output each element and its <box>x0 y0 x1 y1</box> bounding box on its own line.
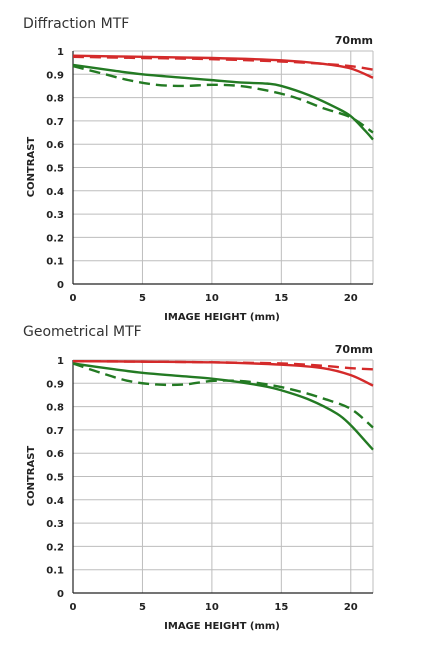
diffraction-red-meridional-line <box>72 55 374 71</box>
geometrical-y-tick-label: 0.2 <box>46 542 64 553</box>
diffraction-x-tick-label: 0 <box>70 293 77 304</box>
diffraction-y-tick-label: 0 <box>57 280 64 291</box>
diffraction-x-tick-label: 15 <box>274 293 288 304</box>
geometrical-panel-title: Geometrical MTF <box>23 324 142 340</box>
diffraction-x-axis-label: IMAGE HEIGHT (mm) <box>164 312 280 323</box>
geometrical-x-tick-label: 5 <box>139 602 146 613</box>
geometrical-green-meridional-line <box>72 362 374 429</box>
diffraction-y-tick-label: 0.9 <box>46 70 64 81</box>
diffraction-y-tick-label: 0.1 <box>46 257 64 268</box>
diffraction-plot-area: 00.10.20.30.40.50.60.70.80.910 5 10 15 20 <box>46 47 374 304</box>
diffraction-y-tick-label: 0.3 <box>46 210 64 221</box>
geometrical-x-tick-label: 0 <box>70 602 77 613</box>
diffraction-panel-title: Diffraction MTF <box>23 16 129 32</box>
diffraction-y-tick-label: 0.4 <box>46 187 64 198</box>
geometrical-green-sagittal-line <box>72 362 374 451</box>
diffraction-mtf-panel: Diffraction MTF 70mm 0 0.1 0.2 0.3 0.4 0.5 0.6… <box>23 16 374 323</box>
geometrical-y-tick-label: 0.7 <box>46 426 64 437</box>
geometrical-x-tick-label: 10 <box>205 602 219 613</box>
geometrical-y-tick-label: 0 <box>57 589 64 600</box>
diffraction-green-sagittal-line <box>72 63 374 141</box>
diffraction-x-tick-label: 10 <box>205 293 219 304</box>
diffraction-y-tick-label: 0.8 <box>46 94 64 105</box>
diffraction-focal-length: 70mm <box>335 34 373 47</box>
geometrical-red-meridional-line <box>72 359 374 371</box>
diffraction-y-tick-label: 0.2 <box>46 233 64 244</box>
geometrical-y-tick-label: 1 <box>57 356 64 367</box>
geometrical-focal-length: 70mm <box>335 343 373 356</box>
diffraction-y-tick-label: 0.7 <box>46 117 64 128</box>
geometrical-y-tick-label: 0.3 <box>46 519 64 530</box>
diffraction-y-tick-label: 1 <box>57 47 64 58</box>
geometrical-x-axis-label: IMAGE HEIGHT (mm) <box>164 621 280 632</box>
geometrical-x-tick-label: 20 <box>344 602 358 613</box>
geometrical-plot-area: 00.10.20.30.40.50.60.70.80.910 5 10 15 20 <box>46 356 374 613</box>
diffraction-y-tick-label: 0.5 <box>46 164 64 175</box>
diffraction-green-meridional-line <box>72 64 374 134</box>
geometrical-y-tick-label: 0.4 <box>46 496 64 507</box>
geometrical-red-sagittal-line <box>72 359 374 387</box>
geometrical-x-tick-label: 15 <box>274 602 288 613</box>
geometrical-y-tick-label: 0.8 <box>46 403 64 414</box>
diffraction-x-tick-label: 5 <box>139 293 146 304</box>
diffraction-y-axis-label: CONTRAST <box>26 137 37 198</box>
geometrical-y-tick-label: 0.6 <box>46 449 64 460</box>
geometrical-y-tick-label: 0.5 <box>46 473 64 484</box>
diffraction-y-tick-label: 0.6 <box>46 140 64 151</box>
geometrical-y-tick-label: 0.1 <box>46 566 64 577</box>
geometrical-y-axis-label: CONTRAST <box>26 446 37 507</box>
diffraction-x-tick-label: 20 <box>344 293 358 304</box>
geometrical-mtf-panel: Geometrical MTF 70mm 0 0.1 0.2 0.3 0.4 0.5 0.6… <box>23 324 374 632</box>
geometrical-y-tick-label: 0.9 <box>46 379 64 390</box>
